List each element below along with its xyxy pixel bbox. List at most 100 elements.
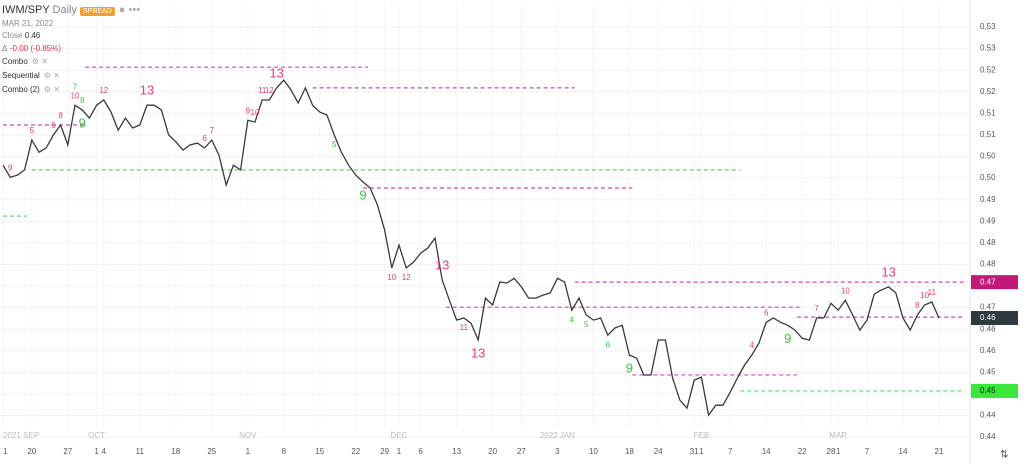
x-tick-label: 27 <box>63 447 72 456</box>
x-tick-label: 1 <box>94 447 99 456</box>
x-tick-label: 22 <box>798 447 807 456</box>
price-badge <box>971 310 1018 325</box>
count-label: 12 <box>265 86 274 95</box>
x-tick-label: 1 <box>836 447 841 456</box>
x-tick-label: 1 <box>699 447 704 456</box>
price-badge <box>971 275 1018 290</box>
x-tick-label: 3 <box>555 447 560 456</box>
x-tick-label: 14 <box>899 447 908 456</box>
x-tick-label: 14 <box>762 447 771 456</box>
count-label: 6 <box>51 121 56 130</box>
y-tick-label: 0.45 <box>980 367 996 376</box>
scale-icon: ⇅ <box>1000 450 1008 461</box>
x-tick-label: 18 <box>171 447 180 456</box>
count-label: 9 <box>79 115 86 130</box>
count-label: 5 <box>332 140 337 149</box>
legend: IWM/SPY Daily SPREAD ● ••• MAR 21, 2022 Cl… <box>2 2 140 96</box>
y-tick-label: 0.51 <box>980 108 996 117</box>
count-label: 13 <box>881 264 895 279</box>
x-tick-label: 20 <box>488 447 497 456</box>
delta: Δ <box>2 44 8 53</box>
icon: ⚙ ✕ <box>31 57 48 66</box>
x-tick-label: 29 <box>380 447 389 456</box>
indicator-name: Sequential <box>2 71 40 80</box>
count-label: 6 <box>202 134 207 143</box>
y-tick-label: 0.49 <box>980 195 996 204</box>
indicator[interactable]: Combo ⚙ ✕ <box>2 56 140 68</box>
count-label: 9 <box>246 106 251 115</box>
month-label: OCT <box>88 431 105 440</box>
x-tick-label: 1 <box>246 447 251 456</box>
y-tick-label: 0.48 <box>980 238 996 247</box>
x-tick-label: 31 <box>690 447 699 456</box>
date: MAR 21, 2022 <box>2 19 54 28</box>
x-tick-label: 28 <box>827 447 836 456</box>
indicator[interactable]: Combo (2) ⚙ ✕ <box>2 84 140 96</box>
symbol-row: IWM/SPY Daily SPREAD ● ••• <box>2 2 140 18</box>
x-tick-label: 20 <box>27 447 36 456</box>
y-tick-label: 0.46 <box>980 346 996 355</box>
icon: ⚙ ✕ <box>43 85 60 94</box>
symbol: IWM/SPY <box>2 4 50 16</box>
count-label: 7 <box>814 304 819 313</box>
x-tick-label: 15 <box>315 447 324 456</box>
count-label: 9 <box>626 361 633 376</box>
x-tick-label: 10 <box>589 447 598 456</box>
count-label: 4 <box>570 315 575 324</box>
x-tick-label: 24 <box>654 447 663 456</box>
count-label: 6 <box>764 308 769 317</box>
count-label: 13 <box>140 83 154 98</box>
x-tick-label: 6 <box>418 447 423 456</box>
close-value: 0.46 <box>24 31 41 40</box>
month-label: DEC <box>391 431 408 440</box>
x-tick-label: 1 <box>3 447 8 456</box>
price-badge-label: 0.45 <box>980 386 996 395</box>
count-label: 8 <box>80 96 85 105</box>
count-label: 13 <box>471 345 485 360</box>
indicator[interactable]: Sequential ⚙ ✕ <box>2 70 140 82</box>
count-label: 13 <box>269 65 283 80</box>
x-tick-label: 22 <box>351 447 360 456</box>
change-row: Δ -0.00 (-0.85%) <box>2 42 140 54</box>
month-label: MAR <box>829 431 847 440</box>
close-label: Close <box>2 31 23 40</box>
count-label: 7 <box>73 82 78 91</box>
y-tick-label: 0.44 <box>980 411 996 420</box>
y-tick-label: 0.49 <box>980 216 996 225</box>
price-badge-label: 0.47 <box>980 277 996 286</box>
y-tick-label: 0.53 <box>980 22 996 31</box>
month-label: 2022 JAN <box>540 431 575 440</box>
count-label: 10 <box>71 91 80 100</box>
x-tick-label: 11 <box>136 447 145 456</box>
count-label: 5 <box>584 320 589 329</box>
x-tick-label: 1 <box>397 447 402 456</box>
count-label: 13 <box>435 257 449 272</box>
x-tick-label: 7 <box>865 447 870 456</box>
count-label: 10 <box>841 286 850 295</box>
x-tick-label: 7 <box>728 447 733 456</box>
count-label: 8 <box>58 111 63 120</box>
y-tick-label: 0.46 <box>980 324 996 333</box>
y-tick-label: 0.48 <box>980 260 996 269</box>
count-label: 10 <box>920 291 929 300</box>
count-label: 9 <box>8 163 13 172</box>
month-label: FEB <box>694 431 710 440</box>
count-label: 6 <box>606 340 611 349</box>
interval: Daily <box>52 4 77 16</box>
price-line <box>2 79 940 417</box>
icon: ● ••• <box>118 4 141 16</box>
y-tick-label: 0.50 <box>980 173 996 182</box>
y-tick-label: 0.53 <box>980 44 996 53</box>
month-label: 2021 SEP <box>3 431 39 440</box>
count-label: 11 <box>928 288 937 297</box>
icon: ⚙ ✕ <box>43 71 60 80</box>
count-label: 11 <box>460 323 469 332</box>
count-label: 4 <box>750 341 755 350</box>
count-label: 9 <box>784 331 791 346</box>
count-label: 8 <box>915 301 920 310</box>
x-tick-label: 4 <box>102 447 107 456</box>
count-label: 10 <box>387 273 396 282</box>
y-tick-label: 0.52 <box>980 65 996 74</box>
y-tick-label: 0.44 <box>980 432 996 441</box>
